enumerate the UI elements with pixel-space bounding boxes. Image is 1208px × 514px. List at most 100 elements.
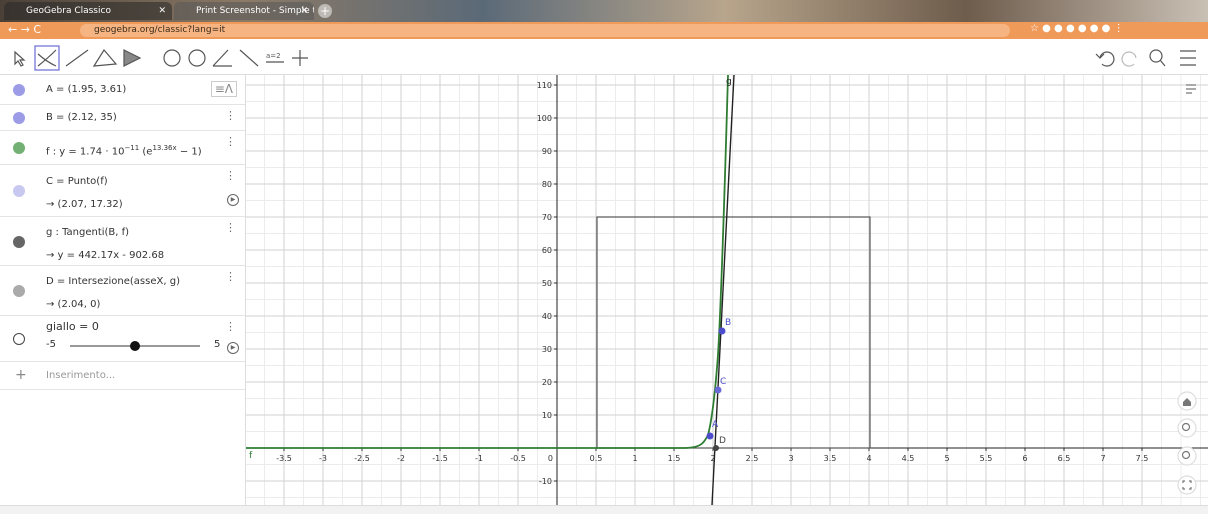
visibility-toggle[interactable] <box>13 142 25 154</box>
nav-buttons[interactable]: ← → C <box>8 23 41 36</box>
y-tick-label: 10 <box>542 411 552 420</box>
algebra-row[interactable]: f : y = 1.74 · 10−11 (e13.36x − 1) ⋮ <box>0 131 245 165</box>
line-tool[interactable] <box>66 50 88 66</box>
object-definition: giallo = 0 <box>46 320 99 333</box>
x-tick-label: 4 <box>866 454 871 463</box>
url-field[interactable]: geogebra.org/classic?lang=it <box>80 24 1010 37</box>
x-tick-label: 3 <box>788 454 793 463</box>
circle3-tool[interactable] <box>189 50 205 66</box>
algebra-row[interactable]: g : Tangenti(B, f) → y = 442.17x - 902.6… <box>0 217 245 266</box>
circle-tool[interactable] <box>164 50 180 66</box>
input-placeholder: Inserimento... <box>46 370 115 381</box>
menu-button[interactable] <box>1180 51 1196 65</box>
visibility-toggle[interactable] <box>13 185 25 197</box>
visibility-toggle[interactable] <box>13 84 25 96</box>
formula-part: (e <box>142 146 152 157</box>
polygon-tool[interactable] <box>124 50 140 66</box>
y-tick-label: 110 <box>537 81 552 90</box>
play-button[interactable]: ▶ <box>227 342 239 354</box>
x-tick-label: 0.5 <box>590 454 603 463</box>
more-button[interactable]: ⋮ <box>225 320 236 333</box>
function-label: f <box>249 451 253 461</box>
move-tool[interactable] <box>15 52 24 66</box>
algebra-row[interactable]: giallo = 0 ⋮ -5 5 ▶ <box>0 316 245 362</box>
x-tick-label: 3.5 <box>824 454 837 463</box>
visibility-toggle[interactable] <box>13 285 25 297</box>
algebra-row[interactable]: A = (1.95, 3.61) ≡Λ <box>0 75 245 105</box>
undo-button[interactable] <box>1096 52 1114 66</box>
toolbar: a=2 <box>0 40 1208 75</box>
graphics-style-button[interactable] <box>1186 85 1196 93</box>
visibility-toggle[interactable] <box>13 236 25 248</box>
x-tick-label: 1 <box>632 454 637 463</box>
x-tick-label: 6 <box>1022 454 1027 463</box>
y-tick-label: 70 <box>542 213 552 222</box>
zoom-out-button[interactable] <box>1178 447 1196 465</box>
more-button[interactable]: ⋮ <box>225 135 236 148</box>
visibility-toggle[interactable] <box>13 333 25 345</box>
x-tick-label: -0.5 <box>510 454 526 463</box>
zoom-in-button[interactable] <box>1178 419 1196 437</box>
more-button[interactable]: ⋮ <box>225 169 236 182</box>
y-tick-label: 100 <box>537 114 552 123</box>
algebra-view: A = (1.95, 3.61) ≡Λ B = (2.12, 35) ⋮ f :… <box>0 75 246 505</box>
x-tick-label: -3 <box>319 454 327 463</box>
play-button[interactable]: ▶ <box>227 194 239 206</box>
more-button[interactable]: ⋮ <box>225 109 236 122</box>
function-graph <box>246 75 728 448</box>
point-a[interactable] <box>707 433 714 440</box>
slider-max: 5 <box>214 339 220 350</box>
redo-button[interactable] <box>1122 52 1136 66</box>
extension-icons[interactable]: ☆ ● ● ● ● ● ● ⋮ <box>1030 23 1124 34</box>
visibility-toggle[interactable] <box>13 112 25 124</box>
tab[interactable]: Print Screenshot - Simple tool t✕ <box>174 2 314 20</box>
object-definition: C = Punto(f) <box>46 176 108 187</box>
close-icon[interactable]: ✕ <box>300 2 308 20</box>
reflect-tool[interactable] <box>240 50 258 66</box>
algebra-row[interactable]: D = Intersezione(asseX, g) → (2.04, 0) ⋮ <box>0 266 245 316</box>
tab-title: GeoGebra Classico <box>26 6 111 16</box>
new-tab-button[interactable]: + <box>318 4 332 18</box>
x-tick-label: 5 <box>944 454 949 463</box>
y-tick-label: -10 <box>539 477 552 486</box>
object-definition: B = (2.12, 35) <box>46 112 117 123</box>
formula-exponent: 13.36x <box>152 144 176 152</box>
algebra-row[interactable]: B = (2.12, 35) ⋮ <box>0 105 245 131</box>
slider-knob[interactable] <box>130 341 140 351</box>
toolbar-icons: a=2 <box>0 40 1208 74</box>
object-value: → y = 442.17x - 902.68 <box>46 250 164 261</box>
slider-tool[interactable]: a=2 <box>266 52 281 60</box>
perpendicular-tool[interactable] <box>94 50 116 66</box>
move-view-tool[interactable] <box>292 50 308 66</box>
point-label: A <box>712 420 719 430</box>
algebra-row[interactable]: C = Punto(f) → (2.07, 17.32) ⋮ ▶ <box>0 165 245 217</box>
tab[interactable]: GeoGebra Classico ✕ <box>4 2 172 20</box>
more-button[interactable]: ⋮ <box>225 270 236 283</box>
fullscreen-button[interactable] <box>1178 476 1196 494</box>
y-tick-label: 60 <box>542 246 552 255</box>
point-b[interactable] <box>719 328 726 335</box>
url-text: geogebra.org/classic?lang=it <box>94 25 225 35</box>
x-tick-label: 6.5 <box>1058 454 1071 463</box>
x-tick-label: 1.5 <box>668 454 681 463</box>
tangent-icon <box>38 50 56 66</box>
point-label: D <box>719 436 726 446</box>
input-row[interactable]: + Inserimento... <box>0 362 245 390</box>
point-c[interactable] <box>715 387 722 394</box>
screen: GeoGebra Classico ✕ Print Screenshot - Si… <box>0 0 1208 514</box>
more-button[interactable]: ⋮ <box>225 221 236 234</box>
status-bar <box>0 505 1208 514</box>
add-icon: + <box>15 367 27 383</box>
slider-min: -5 <box>46 339 56 350</box>
angle-tool[interactable] <box>213 50 232 66</box>
algebra-style-button[interactable]: ≡Λ <box>211 81 237 97</box>
x-tick-label: 5.5 <box>980 454 993 463</box>
x-tick-label: -1 <box>475 454 483 463</box>
close-icon[interactable]: ✕ <box>158 2 166 20</box>
formula-part: − 1) <box>180 146 202 157</box>
point-label: C <box>720 377 726 387</box>
x-tick-label: -2.5 <box>354 454 370 463</box>
y-tick-label: 30 <box>542 345 552 354</box>
